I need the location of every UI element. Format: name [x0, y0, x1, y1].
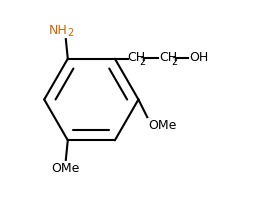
- Text: OH: OH: [189, 51, 209, 64]
- Text: 2: 2: [68, 28, 74, 38]
- Text: CH: CH: [159, 51, 177, 64]
- Text: NH: NH: [49, 24, 67, 37]
- Text: CH: CH: [128, 51, 146, 64]
- Text: OMe: OMe: [148, 119, 177, 132]
- Text: 2: 2: [139, 57, 146, 67]
- Text: OMe: OMe: [52, 162, 80, 175]
- Text: 2: 2: [171, 57, 177, 67]
